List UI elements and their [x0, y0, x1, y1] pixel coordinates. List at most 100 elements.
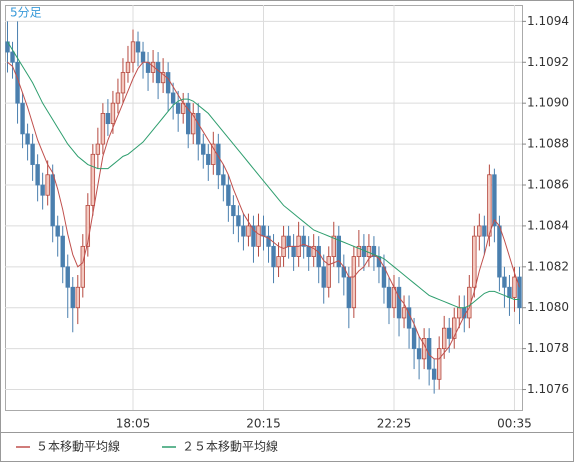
candle-body [326, 256, 331, 288]
candle-body [371, 245, 377, 257]
candle-body [196, 113, 201, 145]
candle-body [321, 266, 326, 288]
candle-body [331, 235, 336, 257]
y-tick-label: 1.1090 [527, 96, 569, 110]
candle-body [110, 102, 116, 125]
x-tick-label: 18:05 [116, 417, 151, 431]
candle-body [256, 225, 261, 247]
y-tick-label: 1.1082 [527, 259, 569, 273]
candle-body [5, 41, 10, 53]
candle-body [170, 92, 176, 104]
candle-body [452, 317, 457, 339]
candle-body [75, 286, 80, 309]
ma-line [7, 61, 520, 360]
candle-body [507, 286, 512, 298]
candle-body [316, 245, 321, 268]
candle-body [10, 51, 15, 63]
candle-body [431, 368, 437, 380]
candle-body [386, 286, 392, 309]
candle-body [60, 235, 65, 268]
candle-body [186, 102, 191, 135]
y-tick-label: 1.1076 [527, 382, 569, 396]
candle-body [80, 245, 86, 288]
candle-body [301, 235, 306, 247]
candle-body [271, 245, 276, 268]
legend-label: ２５本移動平均線 [182, 439, 278, 454]
candle-body [120, 72, 126, 94]
candle-body [216, 143, 221, 176]
candle-body [411, 327, 417, 350]
candle-body [351, 256, 357, 309]
candle-body [396, 286, 402, 319]
candle-body [100, 113, 106, 145]
candle-body [160, 72, 166, 84]
candle-body [251, 225, 256, 247]
candle-body [226, 184, 231, 206]
candle-body [477, 225, 482, 237]
candle-body [70, 286, 75, 309]
candle-body [492, 174, 497, 227]
candle-body [30, 143, 35, 165]
candle-body [45, 174, 50, 196]
candle-body [336, 235, 341, 268]
candle-body [25, 133, 30, 145]
x-tick-label: 00:35 [497, 417, 532, 431]
candle-body [85, 205, 91, 247]
legend: ５本移動平均線 ２５本移動平均線 [16, 439, 278, 454]
y-tick-label: 1.1084 [527, 218, 569, 232]
candle-body [231, 205, 236, 217]
candle-body [90, 153, 96, 206]
candle-body [286, 235, 291, 247]
candle-body [346, 276, 352, 309]
legend-label: ５本移動平均線 [36, 439, 120, 454]
candle-body [487, 174, 492, 237]
candle-body [472, 235, 477, 288]
candle-body [517, 276, 522, 309]
candle-body [201, 143, 206, 155]
candle-body [191, 113, 196, 135]
candle-body [135, 41, 141, 53]
y-tick-label: 1.1088 [527, 137, 569, 151]
candle-body [125, 61, 131, 73]
candle-body [175, 102, 181, 114]
candle-body [130, 41, 136, 63]
candle-body [40, 184, 45, 196]
y-tick-label: 1.1086 [527, 178, 569, 192]
y-tick-label: 1.1094 [527, 14, 569, 28]
candle-body [55, 225, 60, 237]
candle-body [35, 164, 40, 186]
candle-body [50, 174, 55, 227]
candle-body [95, 143, 101, 155]
candle-body [447, 327, 452, 339]
candle-body [211, 143, 216, 165]
candle-body [276, 256, 281, 268]
candle-body [281, 235, 286, 257]
y-tick-label: 1.1092 [527, 55, 569, 69]
ma-line [7, 41, 520, 309]
candle-body [206, 153, 211, 165]
candle-body [457, 307, 462, 319]
candle-body [261, 225, 266, 237]
candle-body [502, 276, 507, 288]
y-tick-label: 1.1080 [527, 300, 569, 314]
candle-body [105, 113, 111, 125]
candle-body [236, 215, 241, 227]
candle-body [221, 174, 226, 186]
candle-body [241, 225, 246, 237]
candle-body [155, 61, 161, 84]
candle-body [65, 266, 70, 288]
candle-body [441, 327, 447, 350]
candle-body [497, 225, 502, 278]
x-tick-label: 22:25 [377, 417, 412, 431]
chart-title: 5分足 [10, 6, 42, 20]
candle-body [291, 245, 296, 257]
x-tick-label: 20:15 [246, 417, 281, 431]
candle-body [165, 72, 171, 94]
candle-body [140, 51, 146, 63]
candle-body [266, 235, 271, 247]
candle-body [482, 225, 487, 237]
candle-body [436, 348, 442, 380]
candle-body [356, 245, 362, 257]
candle-body [311, 245, 316, 257]
